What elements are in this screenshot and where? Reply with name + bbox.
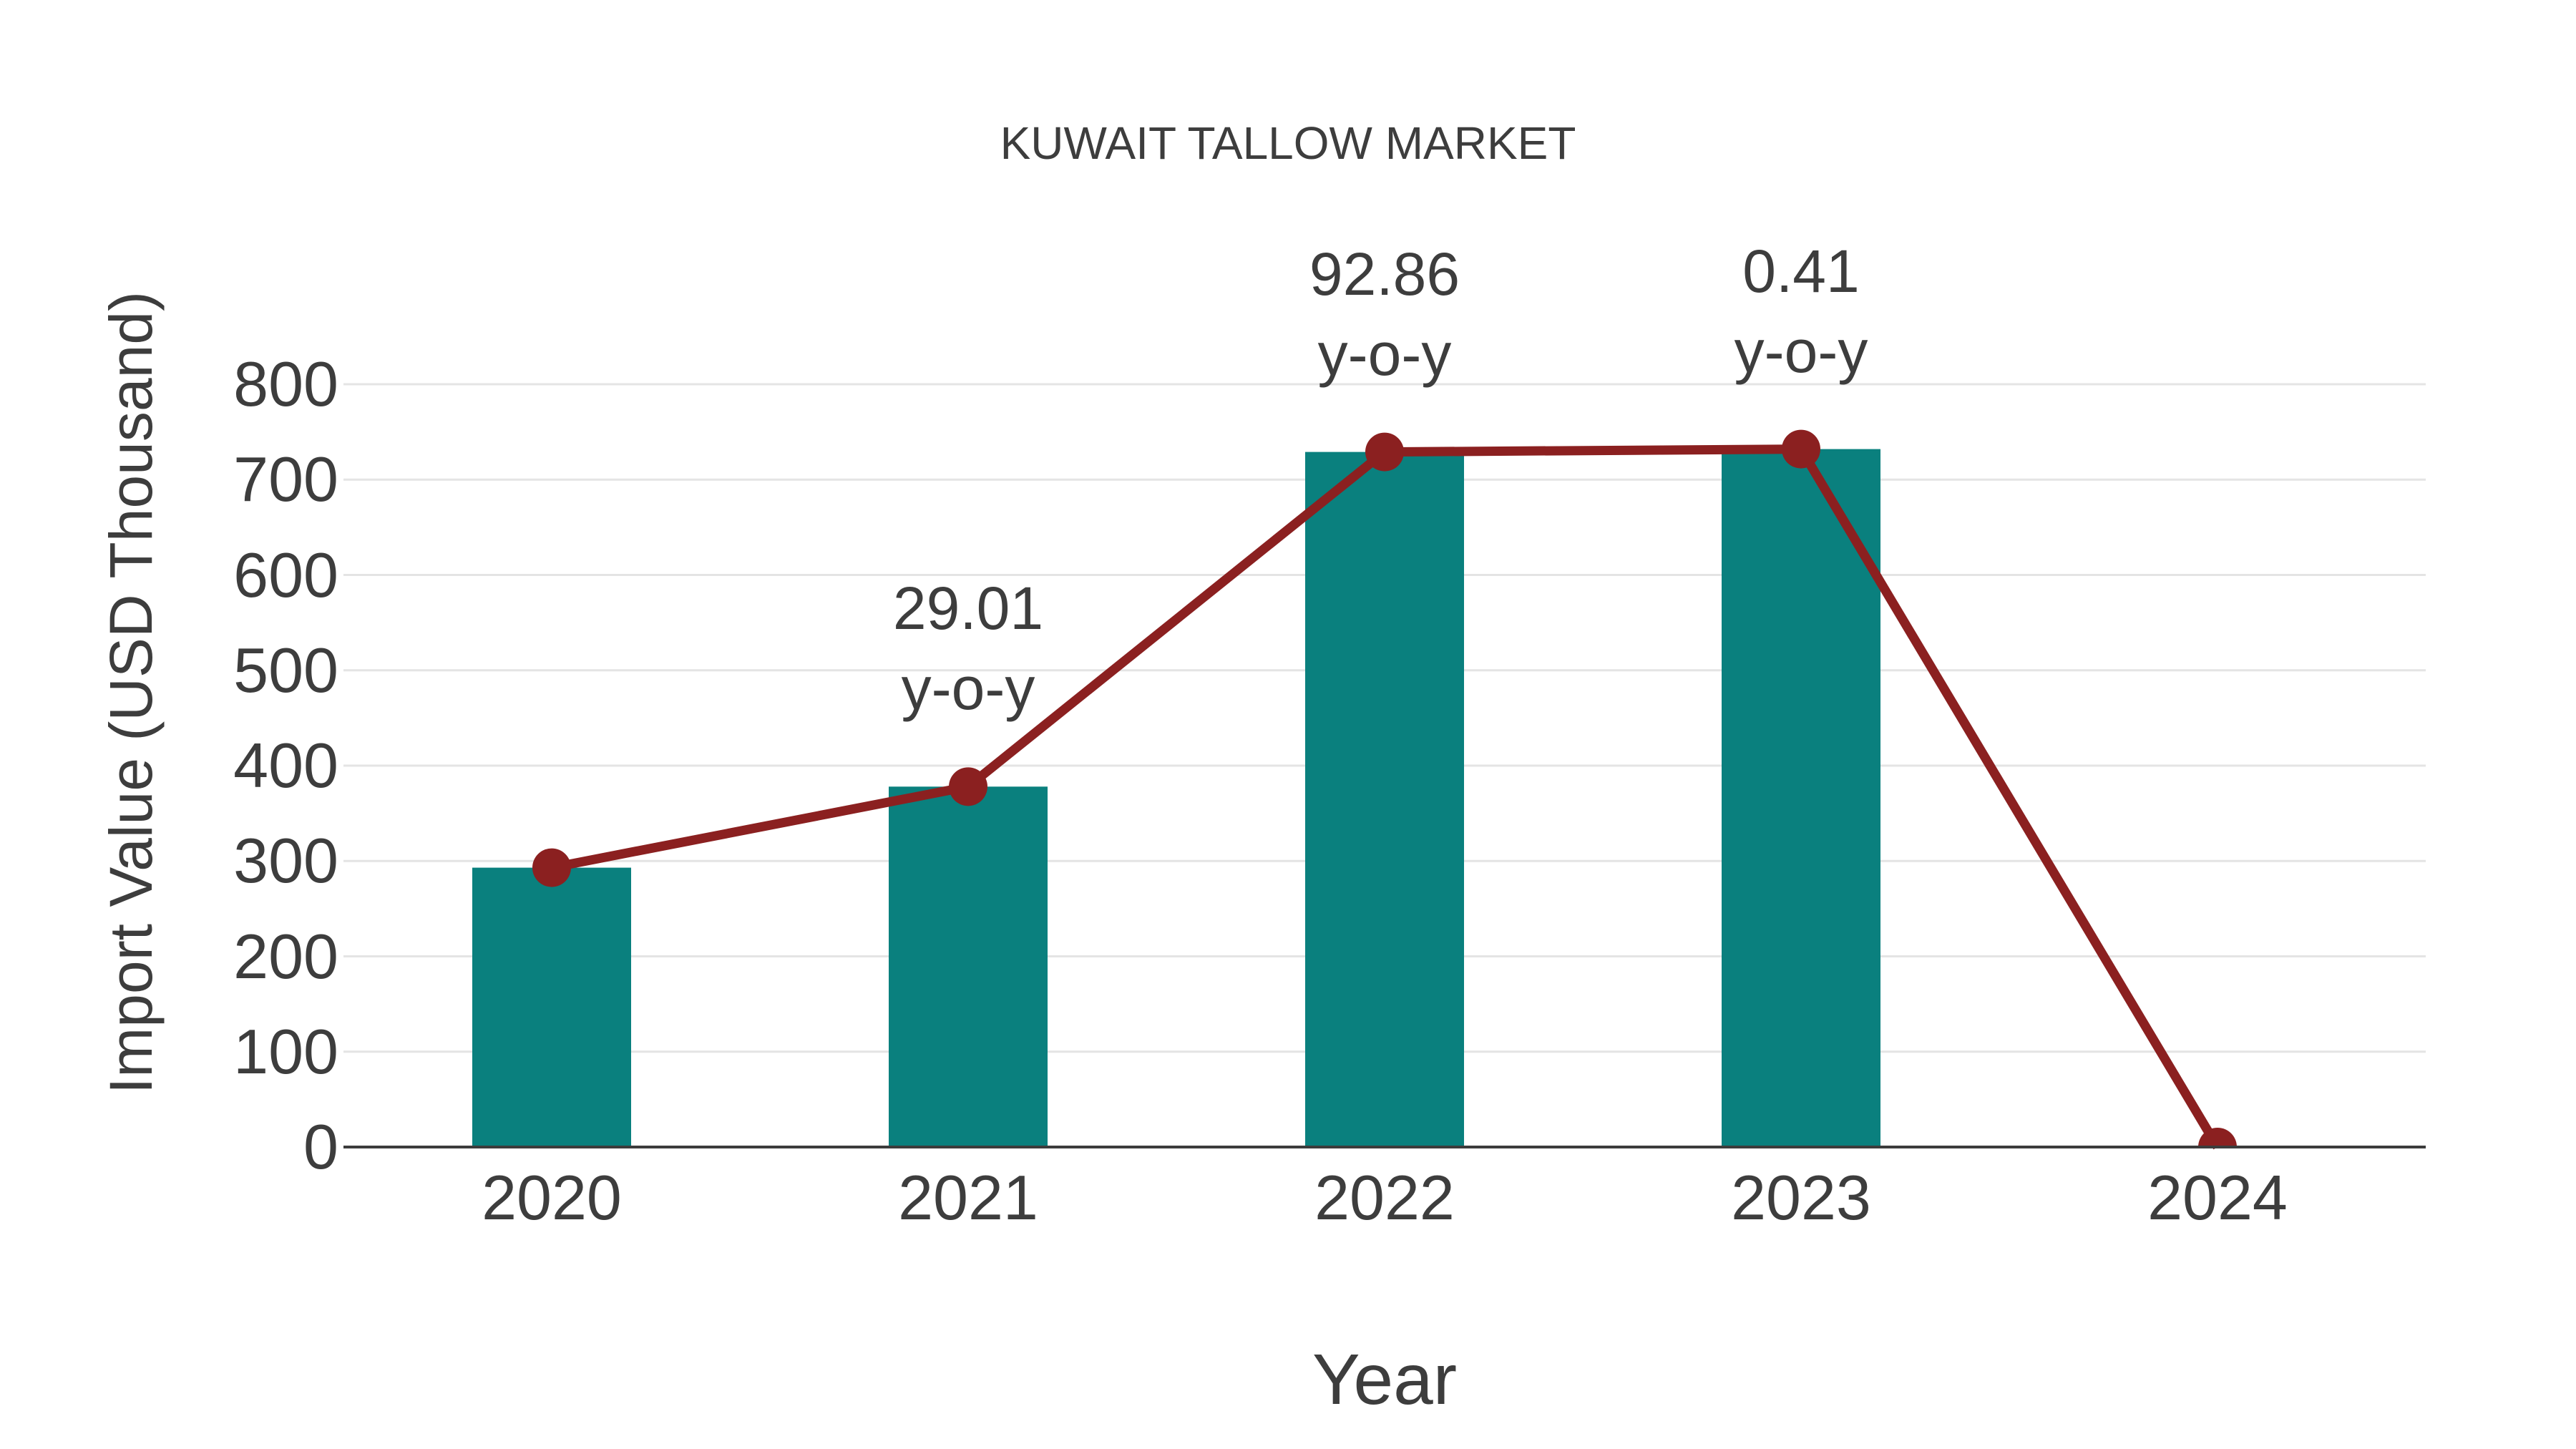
marker-group [532,429,2237,1147]
annotation-value: 29.01 [892,575,1044,643]
annotation-yoy-label: y-o-y [901,655,1035,723]
annotation-value: 92.86 [1309,240,1460,308]
y-tick-label-100: 100 [233,1015,338,1087]
y-tick-label-600: 600 [233,539,338,610]
y-tick-label-300: 300 [233,825,338,897]
marker-2022 [1365,432,1404,472]
annotation-2021: 29.01 y-o-y [789,568,1147,728]
x-tick-label-2022: 2022 [1314,1162,1455,1233]
x-tick-label-2021: 2021 [898,1162,1038,1233]
marker-2024 [2198,1128,2237,1147]
chart-title: KUWAIT TALLOW MARKET [1000,117,1576,169]
annotation-2022: 92.86 y-o-y [1206,234,1563,394]
x-tick-label-2024: 2024 [2147,1162,2288,1233]
y-tick-label-500: 500 [233,634,338,706]
y-tick-label-400: 400 [233,730,338,801]
bar-2022 [1305,452,1464,1147]
y-tick-label-0: 0 [303,1111,338,1182]
bar-2020 [472,867,631,1147]
marker-2023 [1782,429,1820,469]
annotation-yoy-label: y-o-y [1734,317,1868,385]
annotation-yoy-label: y-o-y [1317,320,1452,388]
marker-2021 [949,767,987,806]
bar-2023 [1722,449,1880,1147]
marker-2020 [532,848,571,887]
y-tick-label-200: 200 [233,920,338,992]
x-tick-label-2023: 2023 [1731,1162,1871,1233]
bar-2021 [889,786,1048,1147]
annotation-2023: 0.41 y-o-y [1622,231,1980,391]
y-tick-label-700: 700 [233,444,338,515]
annotation-value: 0.41 [1742,237,1860,305]
x-axis-title: Year [1312,1340,1458,1420]
y-tick-label-800: 800 [233,348,338,419]
x-tick-label-2020: 2020 [482,1162,622,1233]
